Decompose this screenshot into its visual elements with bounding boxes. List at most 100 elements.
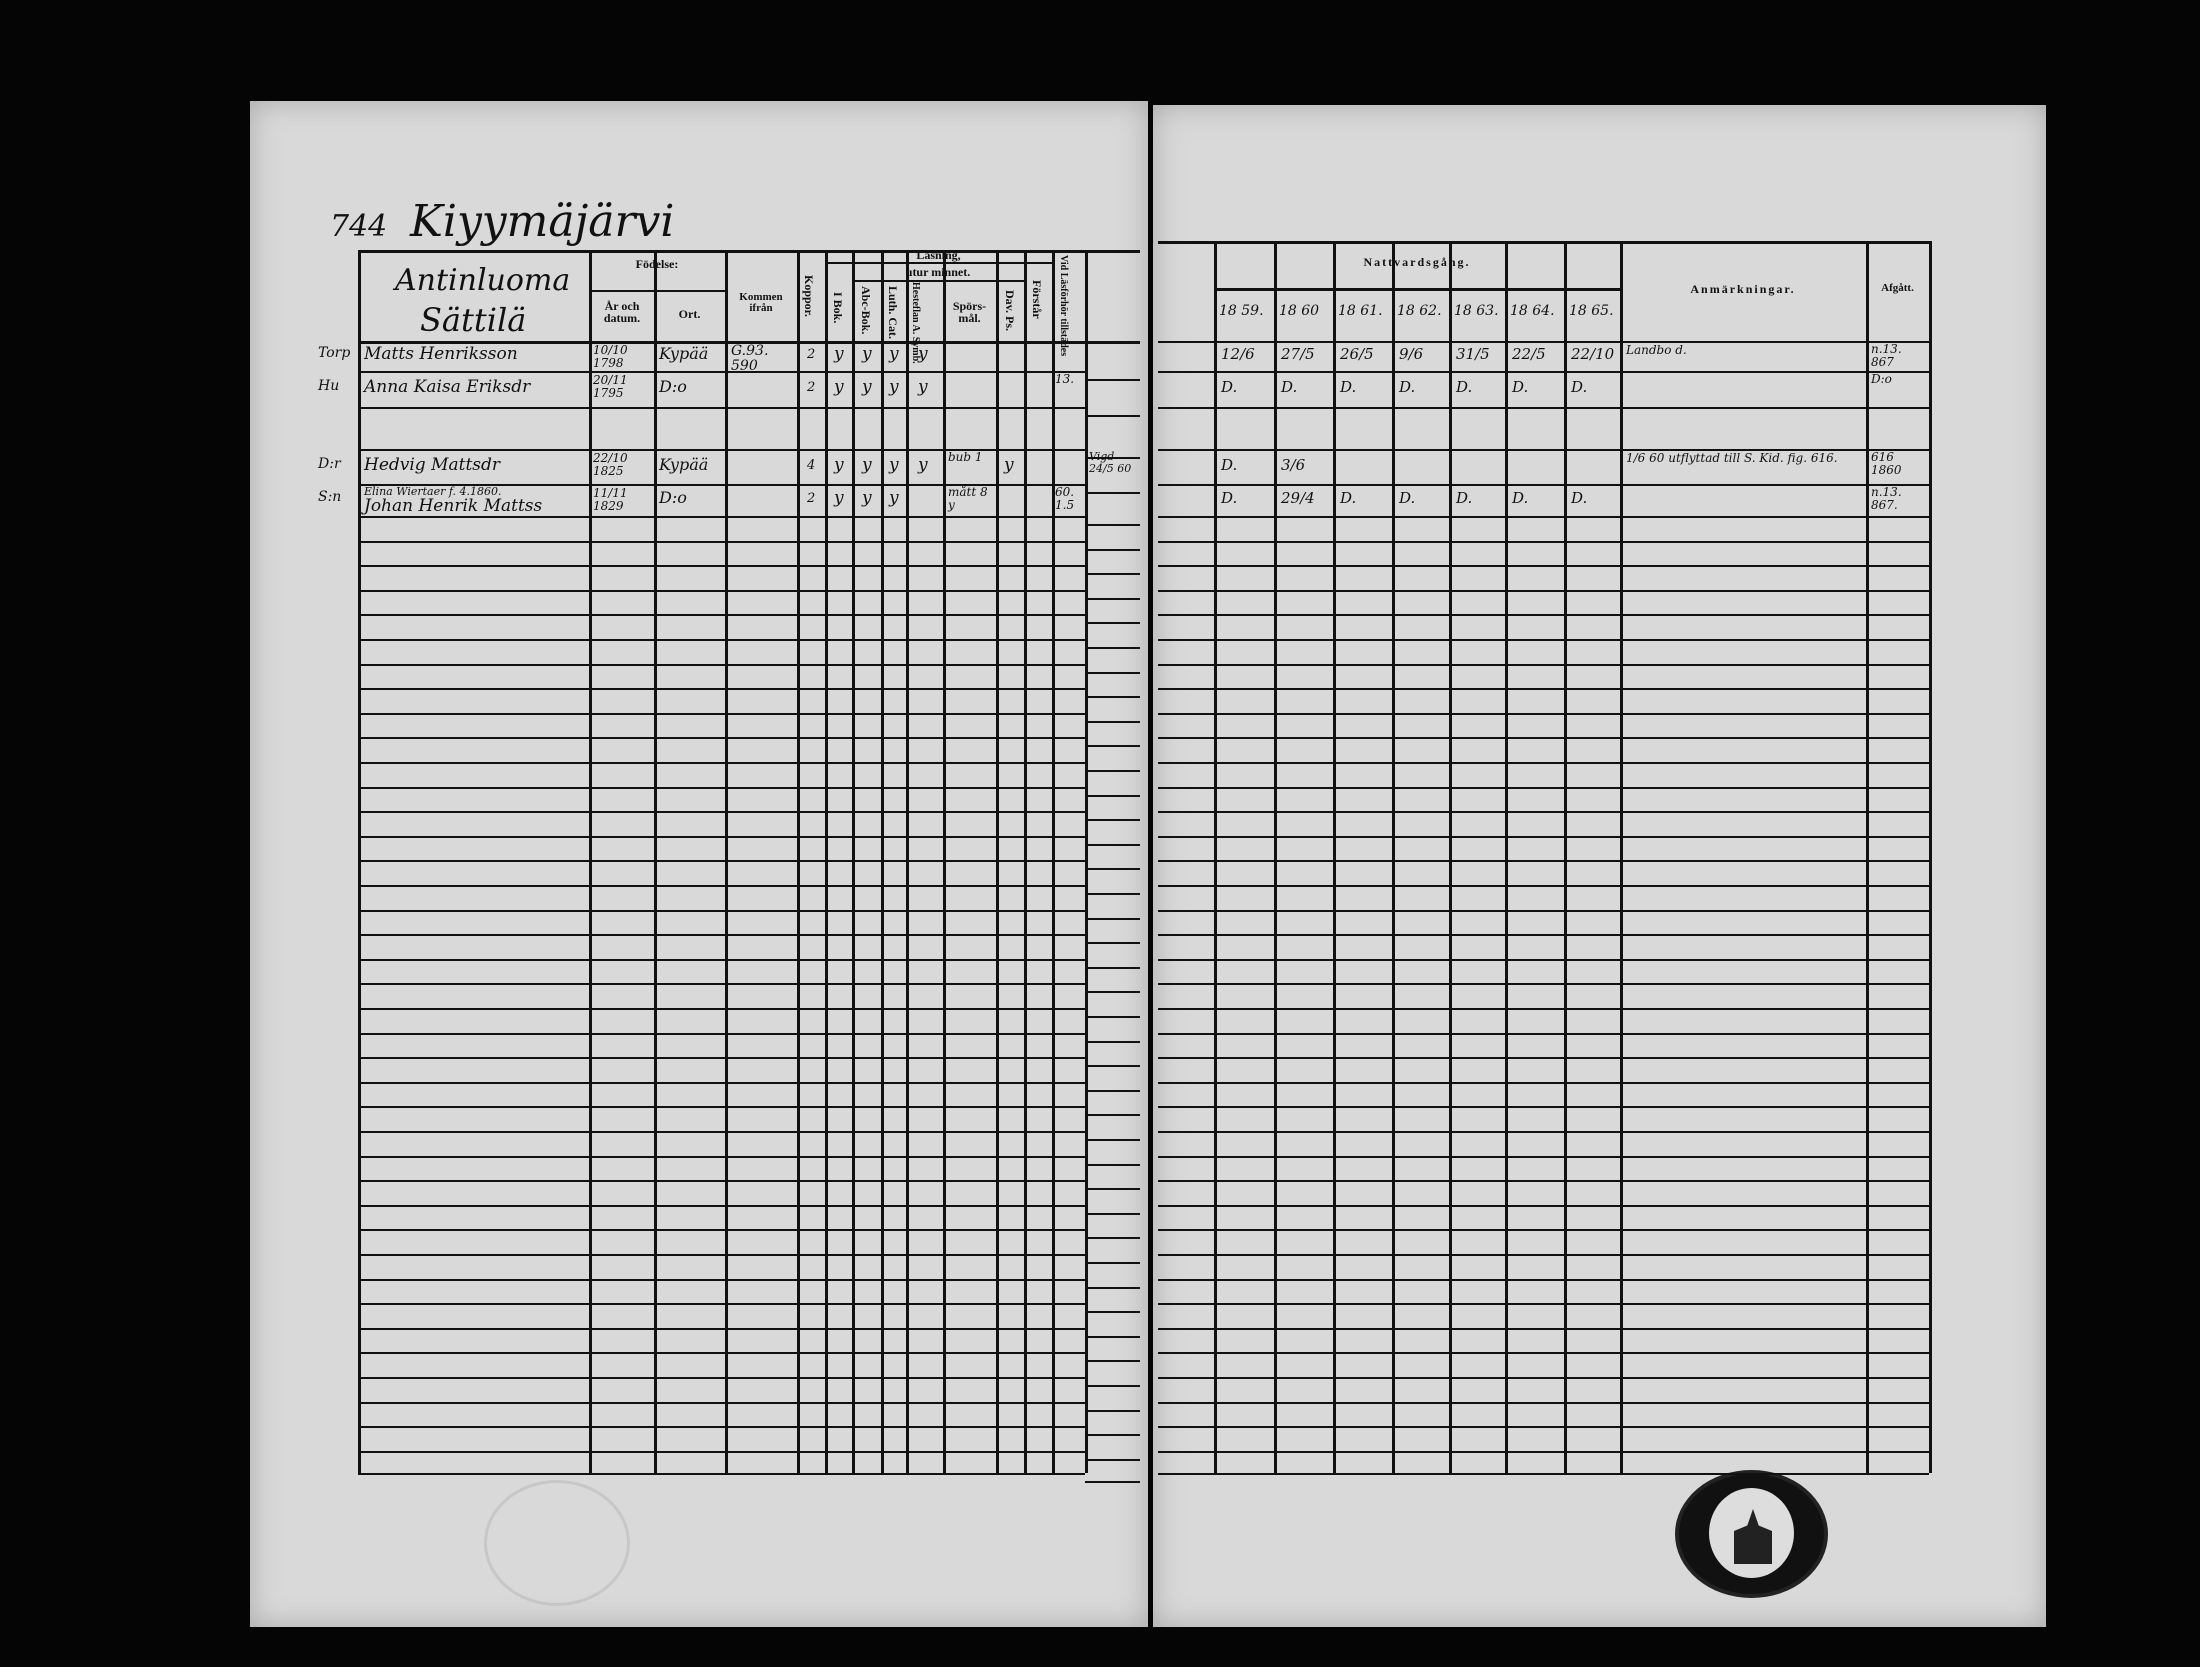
row-rule xyxy=(358,589,1085,592)
header-luth: Luth. Cat. xyxy=(886,286,900,340)
row-place: Kypää xyxy=(659,344,709,363)
row-rule xyxy=(1085,415,1140,417)
row-rule xyxy=(358,909,1085,912)
row-rule xyxy=(1085,942,1140,945)
year-header: 18 60 xyxy=(1279,303,1320,319)
reading-mark: y xyxy=(834,344,844,364)
communion-date: D. xyxy=(1512,378,1529,396)
row-rule xyxy=(1085,770,1140,772)
header-from: Kommen ifrån xyxy=(739,291,783,314)
header-departed: Afgått. xyxy=(1881,282,1914,294)
row-rule xyxy=(1085,745,1140,748)
row-smallpox: 2 xyxy=(807,380,816,395)
row-rule xyxy=(358,1254,1085,1256)
row-rule xyxy=(358,1327,1085,1330)
row-rule xyxy=(1158,663,1929,666)
header-remarks: Anmärkningar. xyxy=(1690,282,1796,296)
row-rule xyxy=(1085,1385,1140,1387)
row-rule xyxy=(1158,1473,1929,1475)
row-rule xyxy=(358,762,1085,764)
row-name: Anna Kaisa Eriksdr xyxy=(364,377,531,397)
row-rule xyxy=(358,407,1085,409)
reading-mark: y xyxy=(918,344,928,364)
row-rule xyxy=(1085,1434,1140,1437)
row-questions: bub 1 xyxy=(948,450,983,464)
row-rule xyxy=(358,712,1085,715)
row-rule xyxy=(1085,1335,1140,1338)
row-rule xyxy=(1158,1106,1929,1109)
row-rule xyxy=(358,1450,1085,1453)
communion-date: D. xyxy=(1399,378,1416,396)
header-symb: Hesteflan A. Symb. xyxy=(910,282,921,364)
header-questions: Spörs-mål. xyxy=(952,299,987,325)
row-rule xyxy=(358,449,1085,451)
row-rule xyxy=(1085,1040,1140,1043)
row-rule xyxy=(358,1204,1085,1207)
row-rule xyxy=(358,1278,1085,1281)
row-rule xyxy=(1158,449,1929,451)
row-rule xyxy=(1158,1081,1929,1084)
row-rule xyxy=(1158,983,1929,986)
row-rule xyxy=(1158,934,1929,937)
reading-mark: y xyxy=(862,377,872,397)
row-smallpox: 2 xyxy=(807,491,816,506)
row-rule xyxy=(358,1106,1085,1109)
row-role: Hu xyxy=(318,378,340,394)
row-rule xyxy=(358,1401,1085,1404)
row-rule xyxy=(1158,1254,1929,1256)
rule-line xyxy=(1085,341,1140,343)
communion-date: D. xyxy=(1512,489,1529,507)
row-rule xyxy=(358,1081,1085,1084)
rule-line xyxy=(852,280,1024,282)
row-rule xyxy=(1085,548,1140,551)
column-rule xyxy=(1505,241,1508,1473)
reading-mark: y xyxy=(889,344,899,364)
row-rule xyxy=(1158,1278,1929,1281)
column-rule xyxy=(1449,241,1452,1473)
row-birth: 10/10 1798 xyxy=(593,343,628,371)
row-remarks: 1/6 60 utflyttad till S. Kid. fig. 616. xyxy=(1626,451,1838,465)
row-birth: 20/11 1795 xyxy=(593,373,628,401)
row-rule xyxy=(1158,565,1929,568)
row-rule xyxy=(358,1426,1085,1429)
communion-date: 12/6 xyxy=(1221,345,1255,363)
row-rule xyxy=(1085,1016,1140,1018)
year-header: 18 61. xyxy=(1338,303,1383,319)
row-rule xyxy=(1085,622,1140,625)
column-rule xyxy=(1274,241,1277,1473)
header-place: Ort. xyxy=(678,307,701,321)
year-header: 18 65. xyxy=(1569,303,1614,319)
row-rule xyxy=(1158,737,1929,740)
right-page xyxy=(1153,105,2046,1627)
row-rule xyxy=(1158,1008,1929,1010)
communion-date: 29/4 xyxy=(1281,489,1315,507)
rule-line xyxy=(589,290,725,292)
communion-date: 9/6 xyxy=(1399,345,1424,363)
row-rule xyxy=(1158,484,1929,486)
row-rule xyxy=(1085,1286,1140,1289)
reading-mark: y xyxy=(889,377,899,397)
row-rule xyxy=(358,540,1085,543)
communion-date: 22/5 xyxy=(1512,345,1546,363)
row-rule xyxy=(1158,1352,1929,1355)
row-rule xyxy=(1158,885,1929,887)
row-rule xyxy=(1158,860,1929,863)
row-rule xyxy=(358,1155,1085,1158)
row-rule xyxy=(1158,835,1929,838)
communion-date: D. xyxy=(1340,378,1357,396)
communion-date: 27/5 xyxy=(1281,345,1315,363)
row-rule xyxy=(1085,647,1140,649)
row-rule xyxy=(1158,909,1929,912)
page-number: 744 xyxy=(330,209,388,244)
row-rule xyxy=(1085,671,1140,674)
row-rule xyxy=(1158,786,1929,789)
row-rule xyxy=(358,565,1085,568)
row-rule xyxy=(1158,516,1929,518)
rule-line xyxy=(825,262,1052,264)
row-rule xyxy=(1085,379,1140,381)
row-rule xyxy=(1085,893,1140,895)
row-place: D:o xyxy=(659,488,687,507)
rule-line xyxy=(1214,288,1620,291)
row-rule xyxy=(1085,1237,1140,1240)
row-role: S:n xyxy=(318,489,342,505)
